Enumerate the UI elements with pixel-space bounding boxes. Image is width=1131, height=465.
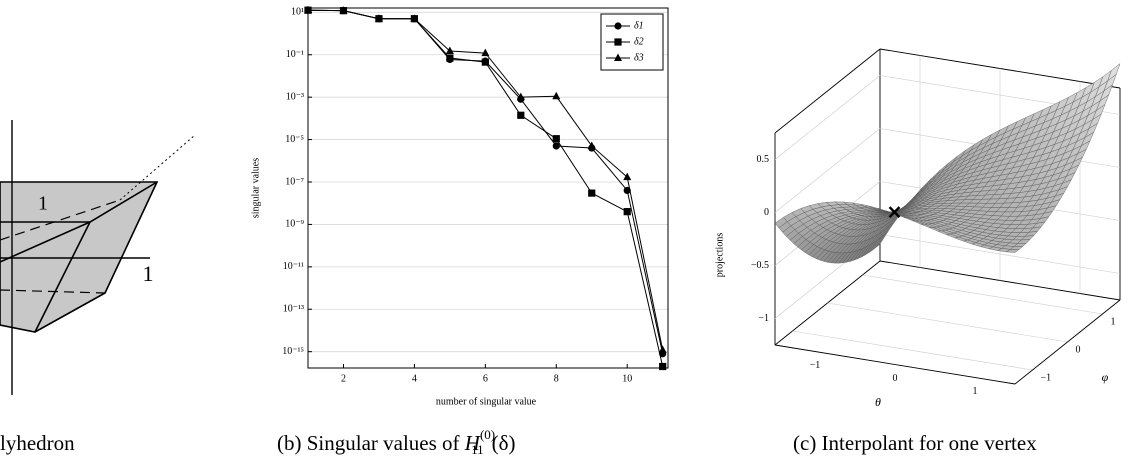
marker xyxy=(623,172,632,181)
marker xyxy=(517,111,525,119)
y-tick-label: 10¹ xyxy=(291,7,304,18)
legend-marker xyxy=(614,22,622,30)
x-tick-label: 4 xyxy=(412,373,417,384)
panel-c: projections θ φ (c) Interpolant for one … xyxy=(714,48,1121,455)
legend-marker xyxy=(614,38,622,46)
z-tick-label: 0 xyxy=(764,207,769,218)
marker xyxy=(623,186,631,195)
dotted-ray xyxy=(119,134,196,201)
marker xyxy=(410,14,419,22)
wall-grid xyxy=(774,75,881,160)
marker xyxy=(587,141,596,149)
floor-grid xyxy=(827,302,1068,343)
wall-grid xyxy=(774,128,881,213)
panel-a: 1 1 lyhedron xyxy=(0,120,196,455)
axis-label: 1 xyxy=(143,261,154,286)
phi-label: φ xyxy=(1102,370,1109,384)
marker xyxy=(659,362,667,371)
z-axis-label: projections xyxy=(714,233,725,278)
plot-frame xyxy=(307,7,669,369)
x-tick-label: 6 xyxy=(483,373,488,384)
wall-grid xyxy=(879,234,1121,274)
x-tick-label: 8 xyxy=(554,373,559,384)
y-axis-label: singular values xyxy=(250,158,261,218)
hidden-edge xyxy=(0,199,121,241)
marker xyxy=(339,6,348,14)
caption-text: (b) Singular values of xyxy=(277,431,465,455)
marker xyxy=(304,5,312,14)
marker xyxy=(658,345,667,353)
legend-marker xyxy=(614,53,622,61)
y-tick-label: 10⁻¹¹ xyxy=(283,261,304,272)
box-edge xyxy=(1014,299,1121,385)
caption-sup: (0) xyxy=(480,427,495,442)
phi-tick-label: 1 xyxy=(1111,316,1116,327)
box-edge xyxy=(774,344,1016,385)
marker xyxy=(623,208,631,216)
caption-sub: 11 xyxy=(471,442,484,457)
phi-tick-label: −1 xyxy=(1041,372,1052,383)
y-tick-label: 10⁻¹⁵ xyxy=(282,346,304,357)
marker xyxy=(446,54,454,62)
phi-tick-label: 0 xyxy=(1076,344,1081,355)
y-tick-label: 10⁻⁷ xyxy=(285,176,304,187)
vertex-marker xyxy=(888,206,901,218)
caption-symbol: H xyxy=(464,431,482,455)
x-tick-label: 2 xyxy=(341,373,346,384)
z-tick-label: 0.5 xyxy=(757,154,770,165)
floor-grid xyxy=(792,330,1033,371)
x-axis-label: number of singular value xyxy=(436,396,537,407)
panel-b: number of singular value singular values… xyxy=(250,5,669,457)
box-edge xyxy=(774,48,881,134)
polyhedron-face xyxy=(0,181,159,333)
caption: (b) Singular values of H(0) 11 (δ) xyxy=(277,427,516,457)
y-tick-label: 10⁻¹³ xyxy=(283,304,304,315)
legend-label: δ3 xyxy=(634,52,644,63)
marker xyxy=(552,135,560,143)
theta-label: θ xyxy=(875,395,881,409)
marker xyxy=(552,142,560,150)
z-tick-label: −1 xyxy=(758,313,769,324)
caption: (c) Interpolant for one vertex xyxy=(793,431,1037,455)
marker xyxy=(481,48,490,57)
legend-label: δ2 xyxy=(634,36,644,47)
y-tick-label: 10⁻³ xyxy=(286,91,304,102)
legend-label: δ1 xyxy=(634,20,644,31)
marker xyxy=(374,14,383,22)
y-tick-label: 10⁻¹ xyxy=(286,49,304,60)
y-tick-label: 10⁻⁹ xyxy=(285,219,304,230)
theta-tick-label: −1 xyxy=(810,360,821,371)
z-tick-label: −0.5 xyxy=(751,260,769,271)
x-tick-label: 10 xyxy=(622,373,632,384)
marker xyxy=(552,91,561,100)
theta-tick-label: 0 xyxy=(893,373,898,384)
caption-text: (δ) xyxy=(492,431,516,455)
surface-patch xyxy=(1005,249,1020,253)
marker xyxy=(588,189,596,197)
marker xyxy=(445,46,454,55)
theta-tick-label: 1 xyxy=(973,386,978,397)
marker xyxy=(516,92,525,101)
polyhedron-edge xyxy=(0,181,158,263)
axis-label: 1 xyxy=(38,193,48,215)
hidden-edge xyxy=(0,289,106,294)
caption: lyhedron xyxy=(0,431,75,455)
marker xyxy=(481,58,489,66)
floor-grid xyxy=(862,274,1103,315)
y-tick-label: 10⁻⁵ xyxy=(285,134,304,145)
